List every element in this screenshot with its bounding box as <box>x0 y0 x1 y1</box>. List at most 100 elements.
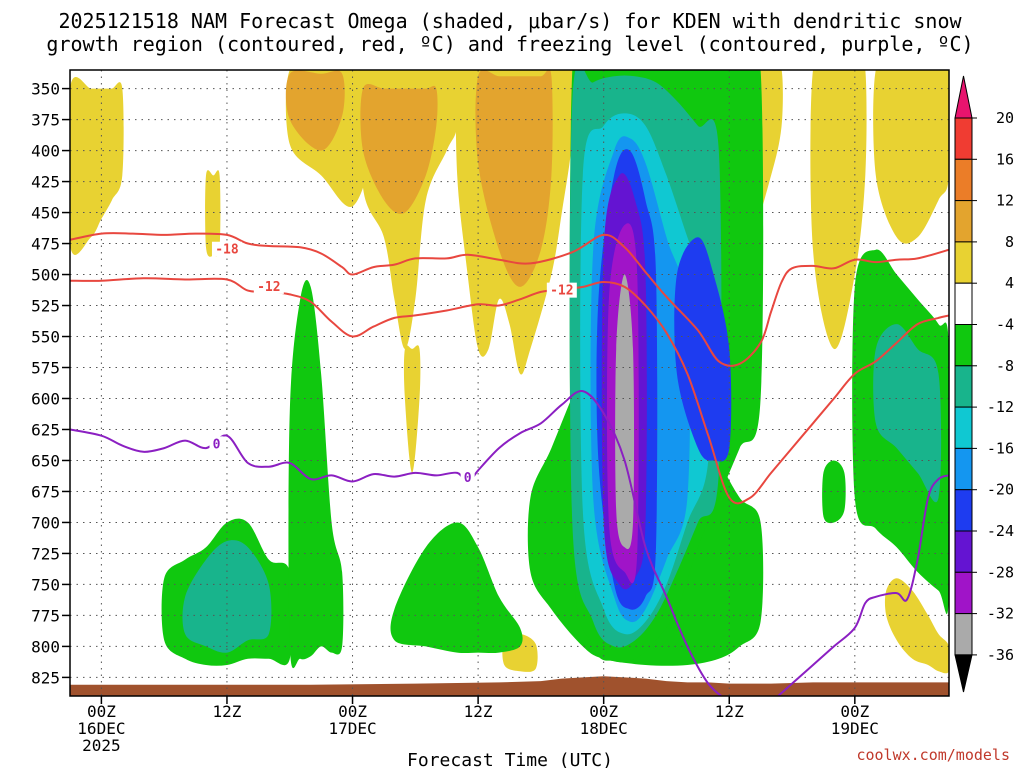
sinking-cell-7 <box>360 84 438 214</box>
colorbar-label-11: -28 <box>987 563 1014 581</box>
colorbar-label-5: -4 <box>996 316 1014 334</box>
y-tick-label-750: 750 <box>31 575 60 594</box>
x-tick-label-36-0: 12Z <box>464 702 493 721</box>
rising-cell-23 <box>873 324 942 503</box>
colorbar-bin-11 <box>954 530 973 573</box>
x-tick-label-12-0: 12Z <box>213 702 242 721</box>
colorbar-top-arrow <box>954 75 973 119</box>
terrain-layer <box>70 676 949 696</box>
x-tick-label-0-2: 2025 <box>82 736 121 755</box>
contour-label-bg-1-0 <box>253 278 284 294</box>
colorbar-bin-8 <box>954 406 973 449</box>
rising-cell-21 <box>182 540 272 653</box>
terrain-ground <box>70 676 949 696</box>
colorbar-label-2: 12 <box>996 192 1014 210</box>
x-tick-label-0-0: 00Z <box>87 702 116 721</box>
x-tick-label-72-0: 00Z <box>840 702 869 721</box>
sinking-cell-6 <box>285 70 345 151</box>
colorbar-bin-4 <box>954 241 973 284</box>
contour-label-1-1: -12 <box>550 284 573 299</box>
contour-label-bg-2-1 <box>460 469 475 485</box>
contour-label-bg-1-1 <box>546 282 577 298</box>
colorbar-label-4: 4 <box>1005 274 1014 292</box>
y-tick-label-550: 550 <box>31 328 60 347</box>
colorbar-bin-6 <box>954 324 973 367</box>
x-tick-label-72-1: 19DEC <box>831 719 879 738</box>
rising-cell-15 <box>288 279 344 669</box>
colorbar-label-3: 8 <box>1005 233 1014 251</box>
y-tick-label-600: 600 <box>31 389 60 408</box>
colorbar-bin-1 <box>954 117 973 160</box>
plot-frame <box>69 69 950 697</box>
y-tick-label-650: 650 <box>31 451 60 470</box>
y-tick-label-425: 425 <box>31 173 60 192</box>
y-tick-label-375: 375 <box>31 111 60 130</box>
x-axis-title: Forecast Time (UTC) <box>407 750 613 768</box>
y-tick-label-775: 775 <box>31 606 60 625</box>
contour-label-bg-2-0 <box>209 436 224 452</box>
y-tick-label-525: 525 <box>31 297 60 316</box>
colorbar: 20 16 12 8 4 -4 -8 -12 -16 -20 -24 -28 -32 -36 <box>954 75 1014 693</box>
colorbar-label-0: 20 <box>996 109 1014 127</box>
x-tick-label-0-1: 16DEC <box>77 719 125 738</box>
colorbar-label-10: -24 <box>987 522 1014 540</box>
y-tick-label-700: 700 <box>31 513 60 532</box>
x-tick-label-48-0: 00Z <box>589 702 618 721</box>
colorbar-bin-5 <box>954 282 973 326</box>
colorbar-bin-7 <box>954 365 973 408</box>
contour-label-bg-0-0 <box>211 241 242 257</box>
contour-line-2 <box>70 390 723 696</box>
sinking-cell-4 <box>403 345 421 473</box>
sinking-cell-8 <box>475 70 553 287</box>
rising-cell-20 <box>822 460 846 524</box>
x-tick-label-60-0: 12Z <box>715 702 744 721</box>
sinking-cell-1 <box>205 170 221 257</box>
rising-cell-16 <box>390 522 523 654</box>
colorbar-bin-12 <box>954 571 973 615</box>
colorbar-label-7: -12 <box>987 398 1014 416</box>
y-tick-label-500: 500 <box>31 266 60 285</box>
credit-text: coolwx.com/models <box>856 746 1010 764</box>
sinking-cell-12 <box>884 578 949 674</box>
chart-title-line1: 2025121518 NAM Forecast Omega (shaded, μ… <box>58 9 962 33</box>
y-tick-label-825: 825 <box>31 668 60 687</box>
y-tick-label-725: 725 <box>31 544 60 563</box>
sinking-cell-10 <box>810 70 867 349</box>
contour-label-0-0: -18 <box>215 243 239 258</box>
colorbar-label-12: -32 <box>987 605 1014 623</box>
y-tick-label-675: 675 <box>31 482 60 501</box>
y-tick-label-575: 575 <box>31 359 60 378</box>
x-tick-label-48-1: 18DEC <box>580 719 628 738</box>
colorbar-label-9: -20 <box>987 481 1014 499</box>
y-axis: 350 375 400 425 450 475 500 525 550 575 600 625 650 6… <box>31 80 70 687</box>
y-tick-label-800: 800 <box>31 637 60 656</box>
colorbar-bin-13 <box>954 613 973 656</box>
contour-line-3 <box>776 474 949 696</box>
contour-line-0 <box>70 232 949 367</box>
x-tick-label-24-0: 00Z <box>338 702 367 721</box>
y-tick-label-400: 400 <box>31 142 60 161</box>
colorbar-bin-3 <box>954 200 973 243</box>
sinking-cell-0 <box>70 77 124 255</box>
colorbar-bin-10 <box>954 489 973 532</box>
gridlines <box>70 70 949 696</box>
omega-shading <box>70 70 949 674</box>
colorbar-label-13: -36 <box>987 646 1014 664</box>
y-tick-label-625: 625 <box>31 420 60 439</box>
rising-cell-27 <box>674 237 732 462</box>
contour-label-1-0: -12 <box>257 280 280 295</box>
colorbar-bottom-arrow <box>954 654 973 693</box>
chart-title-line2: growth region (contoured, red, ºC) and f… <box>46 32 973 56</box>
colorbar-label-1: 16 <box>996 150 1014 168</box>
contour-lines: -18 -12 -12 0 0 <box>70 232 949 696</box>
y-tick-label-475: 475 <box>31 235 60 254</box>
colorbar-bin-2 <box>954 158 973 202</box>
contour-label-2-0: 0 <box>213 437 221 452</box>
colorbar-label-8: -16 <box>987 439 1014 457</box>
colorbar-bin-9 <box>954 447 973 491</box>
y-tick-label-450: 450 <box>31 204 60 223</box>
y-tick-label-350: 350 <box>31 80 60 99</box>
contour-label-2-1: 0 <box>464 471 472 486</box>
